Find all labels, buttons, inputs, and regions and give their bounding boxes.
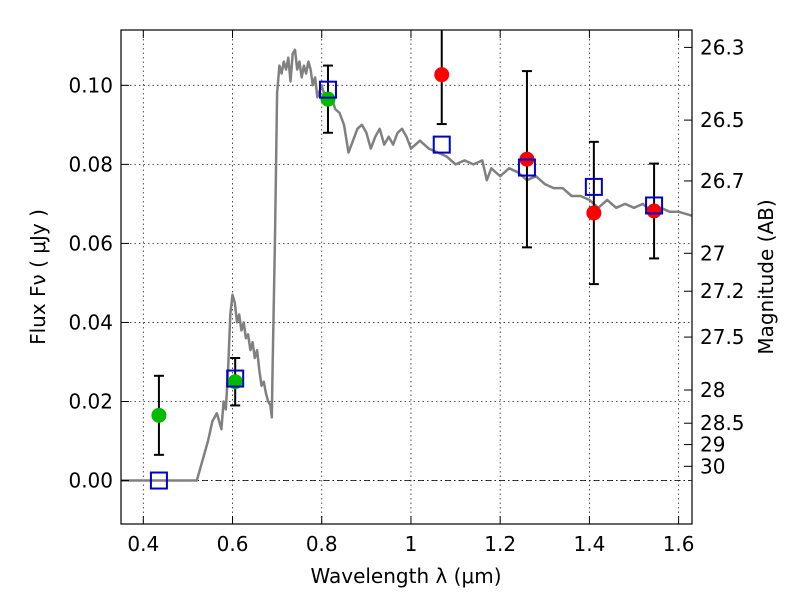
mag-tick-label: 26.3 bbox=[700, 35, 745, 59]
mag-tick-label: 27.5 bbox=[700, 325, 745, 349]
model-sed-line bbox=[121, 48, 693, 482]
mag-tick-label: 26.7 bbox=[700, 169, 745, 193]
x-axis-label: Wavelength λ (μm) bbox=[310, 564, 501, 588]
mag-tick-label: 28.5 bbox=[700, 411, 745, 435]
x-tick-label: 1.2 bbox=[484, 532, 516, 556]
x-tick-label: 1 bbox=[405, 532, 418, 556]
photometry-point bbox=[320, 91, 336, 107]
model-band-square bbox=[318, 80, 337, 99]
model-band-square bbox=[149, 471, 168, 490]
y-tick-label: 0.04 bbox=[68, 310, 113, 334]
x-tick-label: 1.6 bbox=[663, 532, 695, 556]
data-points bbox=[149, 30, 664, 490]
model-band-square bbox=[517, 158, 536, 177]
photometry-point bbox=[646, 203, 662, 219]
plot-frame bbox=[120, 29, 693, 525]
mag-tick-label: 30 bbox=[700, 454, 725, 478]
model-band-square bbox=[645, 196, 664, 215]
x-tick-label: 0.6 bbox=[217, 532, 249, 556]
mag-tick-label: 26.5 bbox=[700, 108, 745, 132]
photometry-point bbox=[586, 205, 602, 221]
mag-tick-label: 27.2 bbox=[700, 279, 745, 303]
photometry-point bbox=[434, 67, 450, 83]
model-band-square bbox=[584, 177, 603, 196]
y-tick-label: 0.08 bbox=[68, 152, 113, 176]
y-tick-label: 0.10 bbox=[68, 73, 113, 97]
y-axis-label: Flux Fν ( μJy ) bbox=[26, 209, 50, 345]
y-tick-label: 0.02 bbox=[68, 389, 113, 413]
y-tick-label: 0.06 bbox=[68, 231, 113, 255]
axis-ticks: 0.4 0.6 0.8 1 1.2 1.4 1.6 0.00 0.02 0.04 0.06 0.08 0… bbox=[68, 30, 745, 556]
mag-tick-label: 28 bbox=[700, 378, 725, 402]
mag-tick-label: 27 bbox=[700, 241, 725, 265]
photometry-point bbox=[227, 374, 243, 390]
photometry-point bbox=[151, 407, 167, 423]
model-band-square bbox=[432, 135, 451, 154]
mag-tick-label: 29 bbox=[700, 433, 725, 457]
x-tick-label: 0.4 bbox=[127, 532, 159, 556]
y2-axis-label: Magnitude (AB) bbox=[754, 199, 778, 354]
x-tick-label: 0.8 bbox=[306, 532, 338, 556]
x-tick-label: 1.4 bbox=[573, 532, 605, 556]
model-band-square bbox=[226, 369, 245, 388]
y-tick-label: 0.00 bbox=[68, 469, 113, 493]
